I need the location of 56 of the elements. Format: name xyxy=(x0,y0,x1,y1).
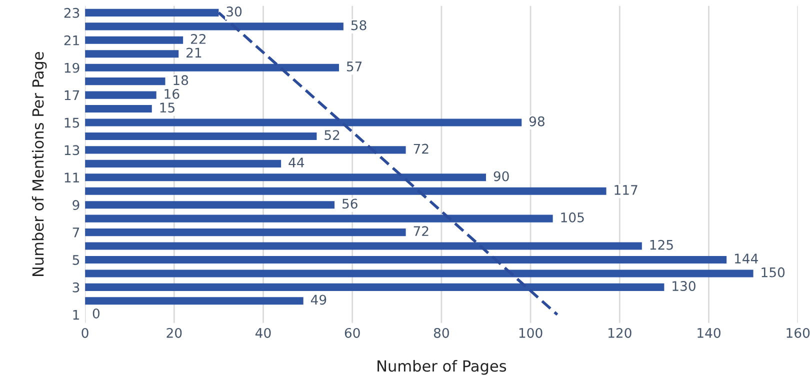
data-label: 49 xyxy=(310,294,326,305)
y-tick-label: 19 xyxy=(64,62,80,73)
x-axis-title: Number of Pages xyxy=(378,360,506,375)
x-tick-label: 140 xyxy=(698,328,720,338)
data-label: 30 xyxy=(226,6,242,17)
data-label: 57 xyxy=(346,62,362,72)
y-tick-label: 9 xyxy=(72,200,80,210)
x-tick-label: 120 xyxy=(608,328,632,338)
bar xyxy=(85,228,406,236)
data-label: 16 xyxy=(164,88,180,99)
data-label: 18 xyxy=(174,75,188,86)
data-label: 98 xyxy=(529,116,544,126)
bar xyxy=(85,297,304,305)
bar xyxy=(85,104,152,113)
y-tick-label: 5 xyxy=(72,255,80,265)
data-label: 21 xyxy=(186,48,202,58)
bar xyxy=(85,91,156,99)
bar xyxy=(85,201,335,209)
data-label: 58 xyxy=(351,20,366,30)
x-tick-label: 20 xyxy=(166,328,182,338)
data-label: 44 xyxy=(288,158,304,168)
data-label: 15 xyxy=(160,102,174,113)
x-tick-label: 160 xyxy=(786,328,810,338)
data-label: 56 xyxy=(342,198,358,209)
x-tick-label: 60 xyxy=(344,328,360,338)
data-label: 125 xyxy=(650,240,673,250)
data-label: 130 xyxy=(672,281,696,292)
data-label: 144 xyxy=(734,254,758,264)
bar xyxy=(85,50,179,58)
y-tick-label: 11 xyxy=(64,172,79,182)
data-label: 72 xyxy=(414,226,428,236)
y-tick-label: 13 xyxy=(64,145,80,156)
data-label: 0 xyxy=(92,308,100,318)
data-label: 72 xyxy=(414,144,428,154)
data-label: 150 xyxy=(762,267,785,278)
bar xyxy=(85,78,166,86)
x-tick-label: 0 xyxy=(82,328,88,338)
y-tick-label: 7 xyxy=(72,228,80,238)
bar xyxy=(85,36,184,44)
data-label: 90 xyxy=(494,171,509,182)
data-label: 105 xyxy=(561,212,584,222)
data-label: 117 xyxy=(614,185,638,195)
y-tick-label: 15 xyxy=(64,118,80,128)
y-tick-label: 3 xyxy=(72,282,80,292)
y-tick-label: 23 xyxy=(64,8,80,18)
y-tick-label: 21 xyxy=(64,35,79,46)
y-tick-label: 17 xyxy=(64,90,80,100)
bar xyxy=(85,160,282,168)
bar xyxy=(85,132,317,140)
x-tick-label: 40 xyxy=(256,328,271,338)
y-axis-title: Number of Mentions Per Page xyxy=(32,52,47,276)
x-tick-label: 80 xyxy=(434,328,449,338)
x-tick-label: 100 xyxy=(519,328,542,338)
data-label: 22 xyxy=(190,34,206,44)
data-label: 52 xyxy=(324,130,340,140)
y-tick-label: 1 xyxy=(73,310,79,320)
